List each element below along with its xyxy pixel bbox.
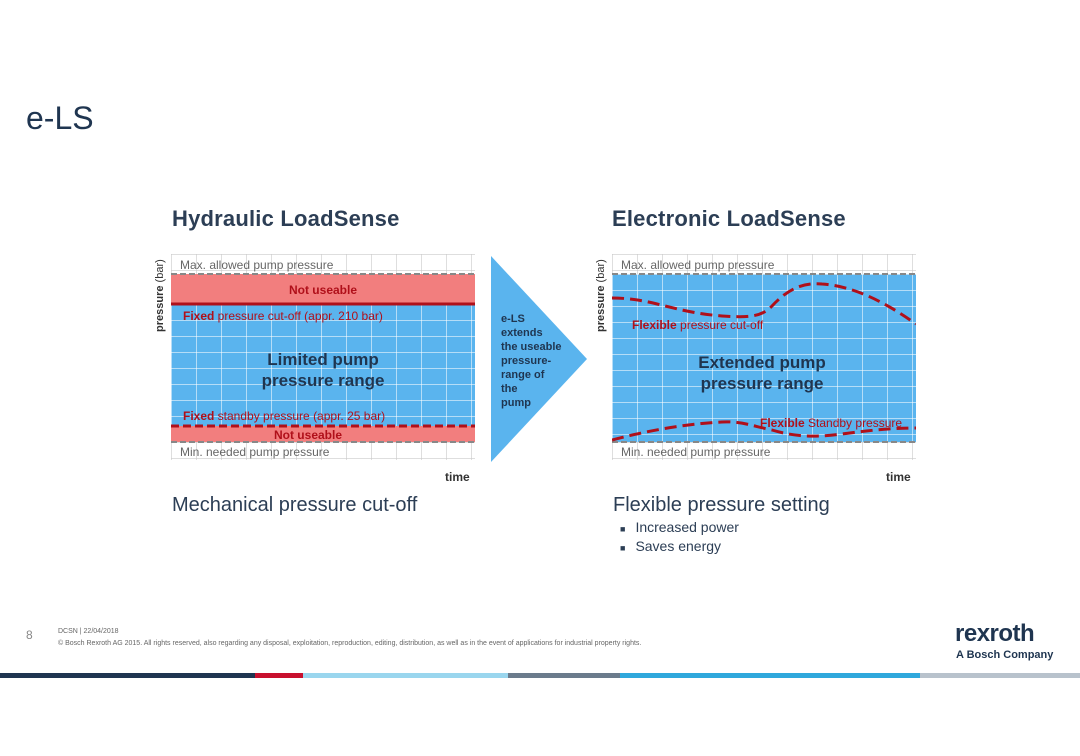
left-cutoff-bold: Fixed bbox=[183, 309, 215, 323]
right-x-axis-label: time bbox=[886, 470, 911, 484]
left-standby-label: Fixed standby pressure (appr. 25 bar) bbox=[183, 409, 385, 423]
right-center-line2: pressure range bbox=[700, 374, 824, 393]
left-min-label: Min. needed pump pressure bbox=[180, 445, 330, 459]
bullet-item: ■ Increased power bbox=[620, 519, 739, 535]
right-panel-title: Electronic LoadSense bbox=[612, 206, 846, 231]
right-cutoff-bold: Flexible bbox=[632, 318, 677, 332]
right-y-axis-label: pressure (bar) bbox=[595, 259, 607, 332]
right-max-label: Max. allowed pump pressure bbox=[621, 258, 775, 272]
arrow-line: pressure- bbox=[501, 355, 552, 367]
page-number: 8 bbox=[26, 628, 33, 642]
left-lines bbox=[171, 273, 475, 443]
left-not-useable-bottom-label: Not useable bbox=[273, 428, 342, 442]
right-useable-range bbox=[612, 274, 916, 442]
left-standby-bold: Fixed bbox=[183, 409, 215, 423]
bullet-text: Saves energy bbox=[635, 538, 722, 554]
left-subtitle: Mechanical pressure cut-off bbox=[172, 494, 418, 516]
bullet-text: Increased power bbox=[635, 519, 739, 535]
left-y-axis-label: pressure (bar) bbox=[154, 259, 166, 332]
right-y-axis-unit: (bar) bbox=[595, 259, 607, 283]
left-center-line2: pressure range bbox=[261, 371, 385, 390]
right-standby-label: Flexible Standby pressure bbox=[760, 416, 902, 430]
right-subtitle: Flexible pressure setting bbox=[613, 494, 830, 516]
right-standby-bold: Flexible bbox=[760, 416, 805, 430]
footer-date: DCSN | 22/04/2018 bbox=[58, 628, 119, 635]
right-bottom-band bbox=[612, 442, 916, 460]
arrow-line: the bbox=[501, 383, 518, 395]
right-cutoff-rest: pressure cut-off bbox=[676, 318, 764, 332]
left-max-label: Max. allowed pump pressure bbox=[180, 258, 334, 272]
rexroth-logo: rexroth bbox=[955, 620, 1035, 647]
left-y-axis-text: pressure bbox=[154, 285, 166, 332]
left-panel-title: Hydraulic LoadSense bbox=[172, 206, 400, 231]
right-top-band bbox=[612, 254, 916, 274]
left-not-useable-bottom bbox=[171, 426, 475, 442]
right-y-axis-text: pressure bbox=[595, 285, 607, 332]
left-center-line1: Limited pump bbox=[267, 350, 379, 369]
arrow-chevron bbox=[491, 256, 587, 462]
left-cutoff-label: Fixed pressure cut-off (appr. 210 bar) bbox=[183, 309, 383, 323]
arrow-text: e-LS extends the useable pressure- range… bbox=[501, 312, 562, 410]
left-top-band bbox=[171, 254, 475, 274]
rexroth-logo-sub: A Bosch Company bbox=[956, 649, 1054, 661]
right-min-label: Min. needed pump pressure bbox=[621, 445, 771, 459]
left-useable-range bbox=[171, 304, 475, 426]
arrow-line: the useable bbox=[501, 341, 562, 353]
right-center-line1: Extended pump bbox=[698, 353, 826, 372]
bullet-item: ■ Saves energy bbox=[620, 538, 722, 554]
left-cutoff-rest: pressure cut-off (appr. 210 bar) bbox=[214, 309, 383, 323]
arrow-line: e-LS bbox=[501, 313, 525, 325]
slide-title: e-LS bbox=[26, 100, 94, 136]
left-x-axis-label: time bbox=[445, 470, 470, 484]
right-bullet-list: ■ Increased power ■ Saves energy bbox=[620, 519, 739, 554]
right-center-label: Extended pump pressure range bbox=[612, 352, 912, 394]
left-chart: Max. allowed pump pressure Not useable F… bbox=[171, 254, 475, 460]
right-cutoff-curve bbox=[612, 282, 916, 326]
arrow-shape bbox=[491, 256, 587, 462]
left-standby-rest: standby pressure (appr. 25 bar) bbox=[214, 409, 386, 423]
left-center-label: Limited pump pressure range bbox=[171, 349, 475, 391]
bottom-color-strip bbox=[0, 673, 1080, 678]
right-cutoff-label: Flexible pressure cut-off bbox=[632, 318, 763, 332]
right-chart: Max. allowed pump pressure Flexible pres… bbox=[612, 254, 916, 460]
footer-copyright: © Bosch Rexroth AG 2015. All rights rese… bbox=[58, 640, 642, 647]
left-y-axis-unit: (bar) bbox=[154, 259, 166, 283]
arrow-line: range of bbox=[501, 369, 545, 381]
right-lines bbox=[612, 273, 916, 443]
arrow-line: pump bbox=[501, 397, 531, 409]
left-not-useable-top bbox=[171, 274, 475, 304]
left-not-useable-top-label: Not useable bbox=[288, 283, 357, 297]
right-standby-curve bbox=[612, 420, 916, 442]
arrow-line: extends bbox=[501, 327, 543, 339]
right-standby-rest: Standby pressure bbox=[804, 416, 903, 430]
left-bottom-band bbox=[171, 442, 475, 460]
